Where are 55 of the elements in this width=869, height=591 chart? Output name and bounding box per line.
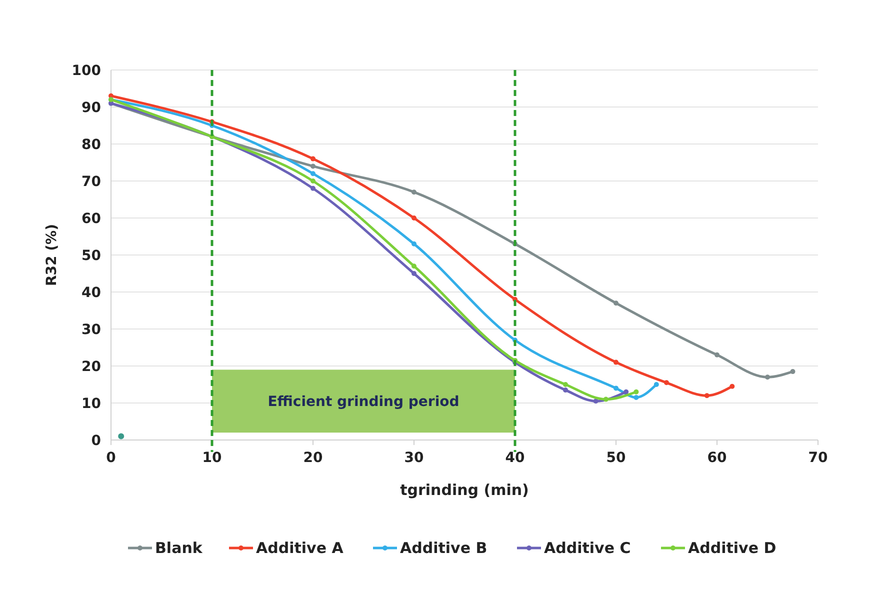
x-tick-label: 20 — [303, 450, 323, 466]
x-tick-label: 30 — [404, 450, 424, 466]
y-tick-label: 100 — [72, 63, 102, 79]
band-label: Efficient grinding period — [268, 394, 460, 410]
y-tick-label: 50 — [82, 248, 102, 264]
point — [603, 396, 608, 402]
point — [654, 382, 659, 387]
x-tick-label: 40 — [505, 450, 525, 466]
x-axis-title: tgrinding (min) — [400, 481, 529, 499]
legend-label: Additive C — [544, 539, 631, 557]
y-tick-label: 80 — [82, 137, 102, 153]
point — [412, 190, 416, 195]
point — [593, 398, 598, 404]
point — [765, 374, 770, 380]
y-tick-label: 90 — [82, 100, 102, 116]
x-tick-label: 70 — [808, 450, 828, 466]
legend-label: Additive B — [400, 539, 488, 557]
point — [714, 352, 720, 358]
y-tick-label: 60 — [82, 211, 102, 227]
point — [412, 271, 416, 276]
point — [310, 178, 316, 184]
point — [704, 393, 710, 398]
point — [563, 382, 568, 387]
x-tick-label: 50 — [606, 450, 626, 466]
x-tick-label: 0 — [106, 450, 116, 466]
point — [412, 241, 416, 246]
point — [790, 369, 796, 374]
legend-label: Blank — [155, 539, 204, 557]
legend-label: Additive D — [688, 539, 776, 557]
point — [310, 186, 316, 191]
point — [664, 380, 669, 386]
y-tick-label: 40 — [82, 285, 102, 301]
point — [634, 394, 639, 400]
legend-label: Additive A — [256, 539, 344, 557]
point — [624, 389, 629, 394]
y-tick-label: 30 — [82, 322, 102, 338]
y-axis-title: R32 (%) — [44, 224, 60, 286]
point — [563, 388, 568, 393]
point — [310, 171, 316, 176]
y-tick-label: 10 — [82, 396, 102, 412]
point — [118, 433, 124, 440]
point — [730, 384, 735, 389]
y-tick-label: 70 — [82, 174, 102, 190]
point — [310, 156, 316, 162]
point — [634, 389, 639, 394]
point — [614, 386, 618, 391]
point — [412, 216, 416, 220]
point — [310, 164, 316, 169]
y-tick-label: 0 — [91, 433, 102, 449]
point — [614, 300, 618, 306]
y-tick-label: 20 — [82, 359, 102, 375]
x-tick-label: 10 — [202, 450, 222, 466]
x-tick-label: 60 — [707, 450, 727, 466]
point — [614, 360, 618, 365]
point — [412, 264, 416, 269]
